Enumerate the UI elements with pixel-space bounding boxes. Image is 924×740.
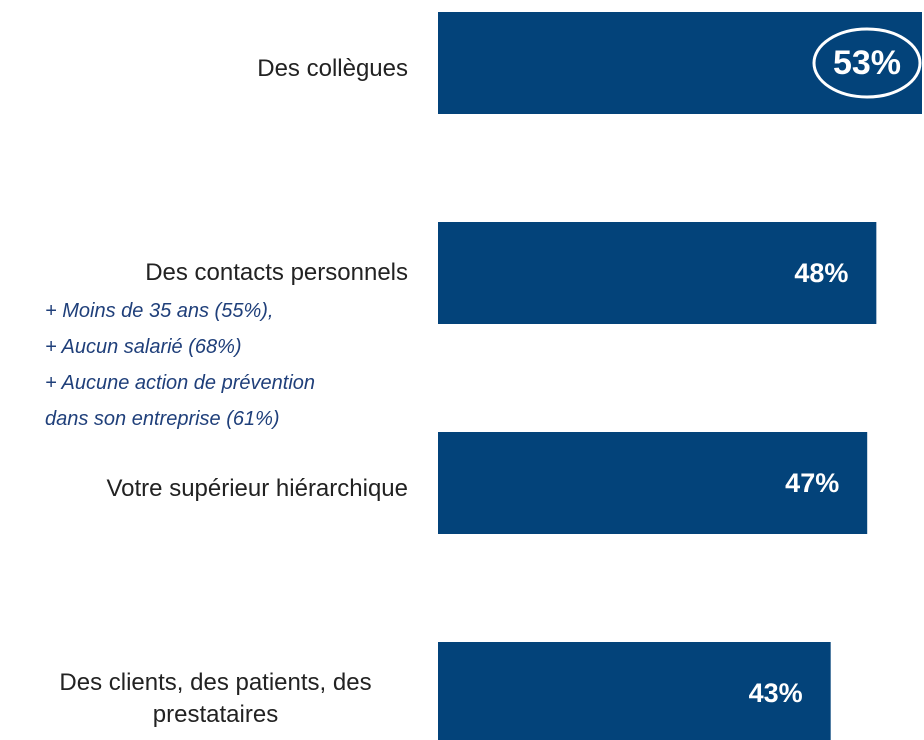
annotation: + Aucun salarié (68%): [45, 336, 242, 359]
value-label: 43%: [749, 678, 803, 708]
bar: [438, 12, 922, 114]
category-label-text: Votre supérieur hiérarchique: [106, 475, 408, 502]
category-label: Des clients, des patients, des prestatai…: [8, 667, 408, 731]
highlight-ring: [812, 27, 922, 99]
annotation-text: + Aucun salarié (68%): [45, 336, 242, 358]
category-label-text: Des collègues: [257, 55, 408, 82]
category-label: Votre supérieur hiérarchique: [8, 473, 408, 505]
value-label: 48%: [794, 258, 848, 288]
category-label-text: Des contacts personnels: [145, 259, 408, 286]
category-label: Des contacts personnels: [8, 257, 408, 289]
annotation: dans son entreprise (61%): [45, 408, 280, 431]
annotation: + Moins de 35 ans (55%),: [45, 300, 273, 323]
annotation-text: dans son entreprise (61%): [45, 408, 280, 430]
value-label: 47%: [785, 468, 839, 498]
category-label-text: Des clients, des patients, des prestatai…: [59, 669, 372, 728]
bar: [438, 222, 877, 324]
bar: [438, 642, 831, 740]
annotation-text: + Moins de 35 ans (55%),: [45, 300, 274, 322]
annotation: + Aucune action de prévention: [45, 372, 315, 395]
bar: [438, 432, 868, 534]
category-label: Des collègues: [8, 53, 408, 85]
annotation-text: + Aucune action de prévention: [45, 372, 316, 394]
value-label: 53%: [833, 44, 901, 82]
